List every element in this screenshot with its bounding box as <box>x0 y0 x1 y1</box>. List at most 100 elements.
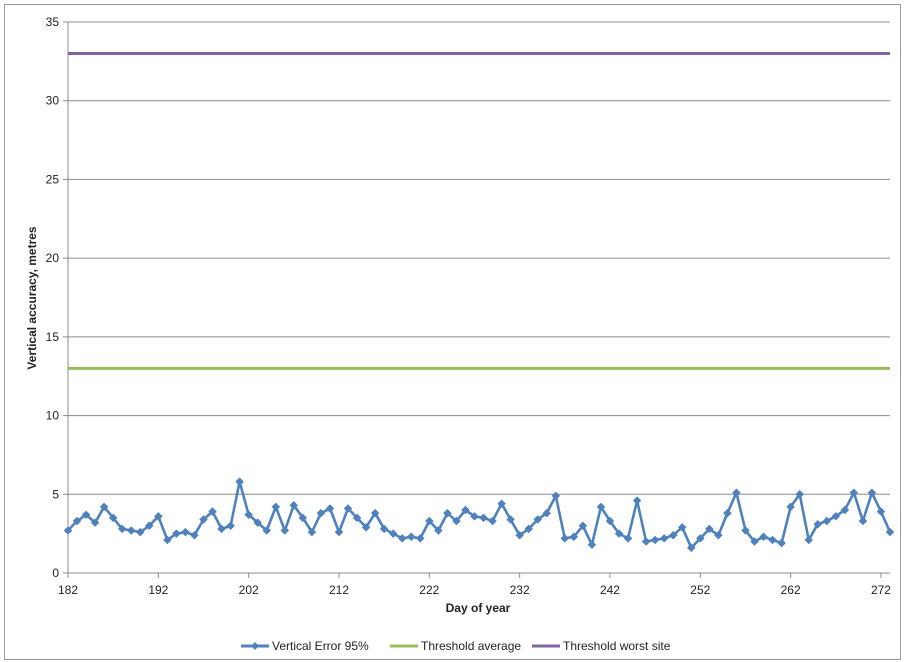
data-point <box>470 511 479 521</box>
data-point <box>623 534 633 543</box>
data-point <box>668 530 678 540</box>
data-point <box>452 516 461 526</box>
x-tick-label: 272 <box>871 583 891 597</box>
y-tick-label: 25 <box>46 172 60 186</box>
data-point <box>126 526 136 535</box>
x-tick-label: 182 <box>58 583 78 597</box>
data-point <box>506 515 515 524</box>
y-tick-label: 0 <box>52 566 59 580</box>
data-point <box>226 521 235 531</box>
data-point <box>343 504 353 513</box>
data-point <box>777 538 786 548</box>
legend-item: Threshold worst site <box>532 639 671 653</box>
data-point <box>235 477 244 487</box>
x-axis-title: Day of year <box>446 601 511 615</box>
data-point <box>63 526 73 535</box>
data-point <box>723 508 732 518</box>
y-tick-label: 20 <box>46 251 60 265</box>
data-point <box>334 527 344 537</box>
data-point <box>695 534 705 543</box>
x-tick-label: 192 <box>148 583 168 597</box>
data-point <box>433 526 443 535</box>
data-point <box>650 535 660 545</box>
x-tick-label: 252 <box>690 583 710 597</box>
data-point <box>840 505 850 515</box>
data-point <box>822 516 832 526</box>
data-point <box>253 518 263 527</box>
gridlines <box>68 21 890 495</box>
data-point <box>298 513 308 523</box>
data-point <box>443 508 452 518</box>
data-point <box>244 510 254 520</box>
x-tick-label: 202 <box>239 583 259 597</box>
data-point <box>804 535 814 545</box>
data-point <box>714 530 723 540</box>
data-point <box>208 507 217 516</box>
data-point <box>614 529 624 538</box>
data-point <box>144 521 154 531</box>
data-point <box>876 507 886 516</box>
data-point <box>551 491 561 501</box>
data-point <box>858 516 868 526</box>
legend-item: Vertical Error 95% <box>241 639 369 653</box>
y-tick-label: 35 <box>46 15 60 29</box>
x-tick-label: 262 <box>781 583 801 597</box>
data-point <box>361 522 371 532</box>
y-tick-label: 5 <box>52 487 59 501</box>
data-point <box>397 534 407 543</box>
data-point <box>199 515 208 524</box>
data-point <box>461 505 470 515</box>
data-point <box>885 527 895 537</box>
data-point <box>768 535 777 545</box>
data-point <box>759 532 768 542</box>
data-point <box>99 502 109 512</box>
data-point <box>867 488 877 498</box>
chart-area <box>4 4 901 660</box>
data-point <box>172 529 181 538</box>
data-point <box>741 526 750 535</box>
legend-item: Threshold average <box>390 639 521 653</box>
data-point <box>533 515 543 524</box>
data-point <box>325 504 335 513</box>
data-point <box>190 530 199 540</box>
y-tick-label: 15 <box>46 330 60 344</box>
data-point <box>271 502 281 512</box>
x-tick-label: 222 <box>419 583 439 597</box>
data-point <box>163 535 172 545</box>
data-point <box>813 519 823 529</box>
x-tick-label: 242 <box>600 583 620 597</box>
data-point <box>388 529 398 538</box>
data-point <box>497 499 506 509</box>
data-point <box>81 510 91 520</box>
data-point <box>72 516 82 526</box>
data-point <box>786 502 795 512</box>
data-point <box>135 527 145 537</box>
data-point <box>560 534 570 543</box>
data-point <box>280 526 290 535</box>
x-tick-label: 212 <box>329 583 349 597</box>
data-point <box>524 524 534 534</box>
data-point <box>117 524 127 534</box>
data-point <box>587 540 597 550</box>
data-point <box>370 508 380 518</box>
data-point <box>515 530 525 540</box>
y-tick-label: 30 <box>46 94 60 108</box>
data-point <box>352 513 362 523</box>
data-point <box>569 532 579 542</box>
data-point <box>732 488 741 498</box>
data-point <box>632 496 642 505</box>
data-point <box>217 524 226 534</box>
data-point <box>542 508 552 518</box>
data-point <box>677 522 687 532</box>
data-point <box>704 524 714 534</box>
legend-label: Vertical Error 95% <box>272 639 369 653</box>
data-point <box>90 518 100 527</box>
data-point <box>289 500 299 510</box>
data-point <box>849 488 859 498</box>
data-point <box>659 534 669 543</box>
y-tick-label: 10 <box>46 409 60 423</box>
data-point <box>181 527 190 537</box>
legend-marker <box>251 642 259 650</box>
data-point <box>795 489 805 499</box>
